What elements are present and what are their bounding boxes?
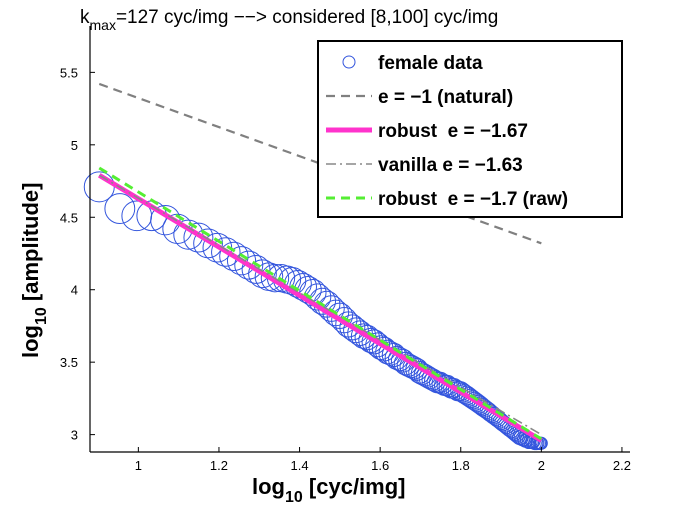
data-point [260,263,290,293]
chart-title-prefix: k [80,7,90,28]
x-tick-label: 2 [538,458,545,473]
x-axis-label: log10 [cyc/img] [252,474,406,506]
x-tick-label: 1 [135,458,142,473]
data-point [183,222,214,253]
legend-label-4: vanilla e = −1.63 [378,155,523,176]
chart-title: kmax=127 cyc/img −−> considered [8,100] … [80,7,498,33]
x-tick-label: 1.4 [291,458,309,473]
legend-label-5: robust e = −1.7 (raw) [378,189,568,210]
y-tick-label: 4 [71,283,78,298]
legend-items: female data e = −1 (natural) robust e = −1… [326,53,568,210]
x-axis-label-base: log [252,474,285,499]
y-tick-label: 3 [71,428,78,443]
series-line-4 [98,166,543,441]
x-axis-label-subscript: 10 [285,489,303,506]
series-line-2 [97,173,543,443]
data-point [150,204,181,236]
y-tick-label: 5.5 [60,65,78,80]
y-tick-label: 3.5 [60,355,78,370]
y-tick-label: 4.5 [60,210,78,225]
series-line-3 [98,174,542,436]
legend-label-2: e = −1 (natural) [378,87,513,108]
legend-label-1: female data [378,53,483,74]
y-axis-label-base: log [18,325,43,358]
y-axis-label: log10 [amplitude] [18,183,50,358]
data-point [365,332,391,358]
data-point [104,193,136,224]
x-tick-label: 1.2 [210,458,228,473]
data-point [361,329,387,355]
plot-data [83,82,548,451]
data-point [234,250,264,280]
x-tick-label: 1.8 [452,458,470,473]
axis-ticks: 1 1.2 1.4 1.6 1.8 2 2.2 3 3.5 4 4.5 5 5.5 [60,65,631,473]
y-axis-label-rest: [amplitude] [18,183,43,308]
x-axis-label-rest: [cyc/img] [303,474,406,499]
x-tick-label: 2.2 [613,458,631,473]
legend-marker-1 [342,55,356,69]
data-point [219,241,249,272]
data-point [211,237,241,267]
data-point [193,228,223,259]
chart-title-subscript: max [90,17,116,33]
y-tick-label: 5 [71,138,78,153]
y-axis-label-subscript: 10 [33,307,50,325]
chart-title-suffix: =127 cyc/img −−> considered [8,100] cyc/… [116,7,498,28]
legend-label-3: robust e = −1.67 [378,121,528,142]
x-tick-label: 1.6 [371,458,389,473]
data-point [248,259,277,289]
data-point [226,246,257,276]
legend: female data e = −1 (natural) robust e = −1… [317,40,623,218]
